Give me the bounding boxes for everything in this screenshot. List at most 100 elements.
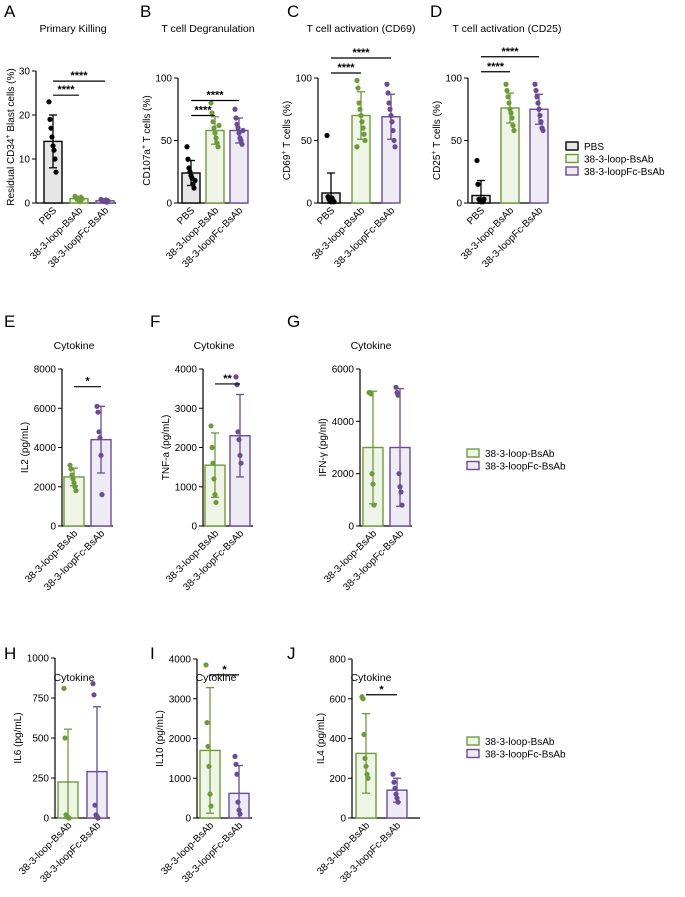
data-point: [209, 444, 215, 451]
y-tick-label: 100: [445, 74, 462, 85]
data-point: [73, 488, 79, 494]
data-point: [47, 116, 53, 122]
significance-label: ****: [70, 70, 88, 82]
data-point: [46, 99, 52, 105]
data-point: [388, 112, 394, 119]
data-point: [62, 735, 68, 741]
y-tick-label: 2000: [34, 482, 57, 493]
y-axis-label-part: IL2 (pg/mL): [20, 422, 31, 473]
data-point: [203, 662, 209, 668]
y-tick-label: 100: [155, 74, 172, 85]
data-point: [399, 502, 405, 508]
data-point: [211, 125, 217, 131]
data-point: [236, 807, 242, 813]
data-point: [391, 779, 397, 785]
panel-title: T cell activation (CD25): [453, 23, 562, 35]
y-axis-label: IL10 (pg/mL): [155, 710, 166, 767]
data-point: [397, 484, 403, 490]
data-point: [331, 199, 337, 205]
y-tick-label: 10: [19, 155, 31, 166]
y-axis-label: IL6 (pg/mL): [13, 712, 24, 763]
data-point: [355, 85, 361, 91]
y-tick-label: 6000: [34, 404, 57, 415]
legend-label: 38-3-loop-BsAb: [485, 737, 555, 748]
legend-swatch: [466, 736, 480, 746]
data-point: [364, 771, 370, 777]
data-point: [540, 127, 546, 134]
data-point: [185, 156, 191, 162]
significance-label: ****: [487, 61, 505, 73]
data-point: [237, 452, 243, 458]
data-point: [532, 81, 538, 87]
data-point: [394, 795, 400, 801]
data-point: [68, 466, 74, 472]
data-point: [534, 94, 540, 100]
data-point: [390, 771, 396, 777]
y-axis-label-part: T cells (%): [432, 101, 443, 151]
panel-letter: E: [4, 312, 15, 331]
data-point: [48, 125, 54, 131]
data-point: [184, 144, 190, 150]
data-point: [392, 144, 398, 150]
data-point: [365, 775, 371, 781]
data-point: [191, 185, 197, 191]
y-tick-label: 8000: [34, 365, 57, 376]
y-tick-label: 1000: [27, 654, 50, 665]
panel-letter: D: [430, 2, 442, 21]
panel-letter: G: [287, 312, 300, 331]
data-point: [50, 143, 56, 149]
data-point: [96, 429, 102, 435]
y-tick-label: 0: [43, 814, 49, 825]
y-tick-label: 50: [161, 136, 173, 147]
y-axis-label-part: T cells (%): [142, 95, 153, 145]
y-tick-label: 4000: [332, 417, 355, 428]
data-point: [209, 110, 215, 116]
data-point: [95, 409, 101, 415]
data-point: [481, 196, 487, 202]
significance-label: ****: [501, 46, 519, 58]
data-point: [235, 125, 241, 131]
panel-title: Primary Killing: [39, 23, 106, 35]
y-axis-label: CD69+ T cells (%): [281, 101, 293, 180]
significance-label: *: [222, 664, 227, 676]
panel-letter: I: [150, 644, 155, 663]
data-point: [240, 127, 246, 134]
data-point: [368, 391, 374, 397]
y-tick-label: 1000: [175, 482, 198, 493]
y-axis-label-part: CD107a: [142, 149, 153, 186]
data-point: [393, 384, 399, 390]
data-point: [511, 127, 517, 134]
data-point: [392, 785, 398, 791]
data-point: [396, 471, 402, 477]
y-tick-label: 4000: [175, 365, 198, 376]
data-point: [389, 119, 395, 125]
data-point: [359, 119, 365, 125]
data-point: [207, 791, 213, 797]
data-point: [204, 720, 210, 726]
panel-title: Cytokine: [194, 340, 235, 352]
data-point: [105, 198, 111, 204]
y-axis-label: IL2 (pg/mL): [20, 422, 31, 473]
y-tick-label: 250: [32, 774, 49, 785]
data-point: [233, 374, 239, 380]
data-point: [61, 685, 67, 692]
x-tick-label: PBS: [315, 205, 337, 227]
data-point: [232, 753, 238, 759]
data-point: [238, 460, 244, 466]
data-point: [208, 100, 214, 106]
data-point: [509, 115, 515, 121]
data-point: [237, 811, 243, 817]
data-point: [358, 112, 364, 119]
y-axis-label-part: +: [5, 134, 12, 138]
data-point: [385, 90, 391, 96]
y-tick-label: 50: [451, 136, 463, 147]
y-axis-label-part: Residual CD34: [6, 138, 17, 206]
data-point: [211, 476, 217, 482]
y-axis-label-part: IL4 (pg/mL): [316, 713, 327, 764]
data-point: [398, 489, 404, 495]
data-point: [210, 119, 216, 125]
legend-label: PBS: [584, 142, 604, 153]
